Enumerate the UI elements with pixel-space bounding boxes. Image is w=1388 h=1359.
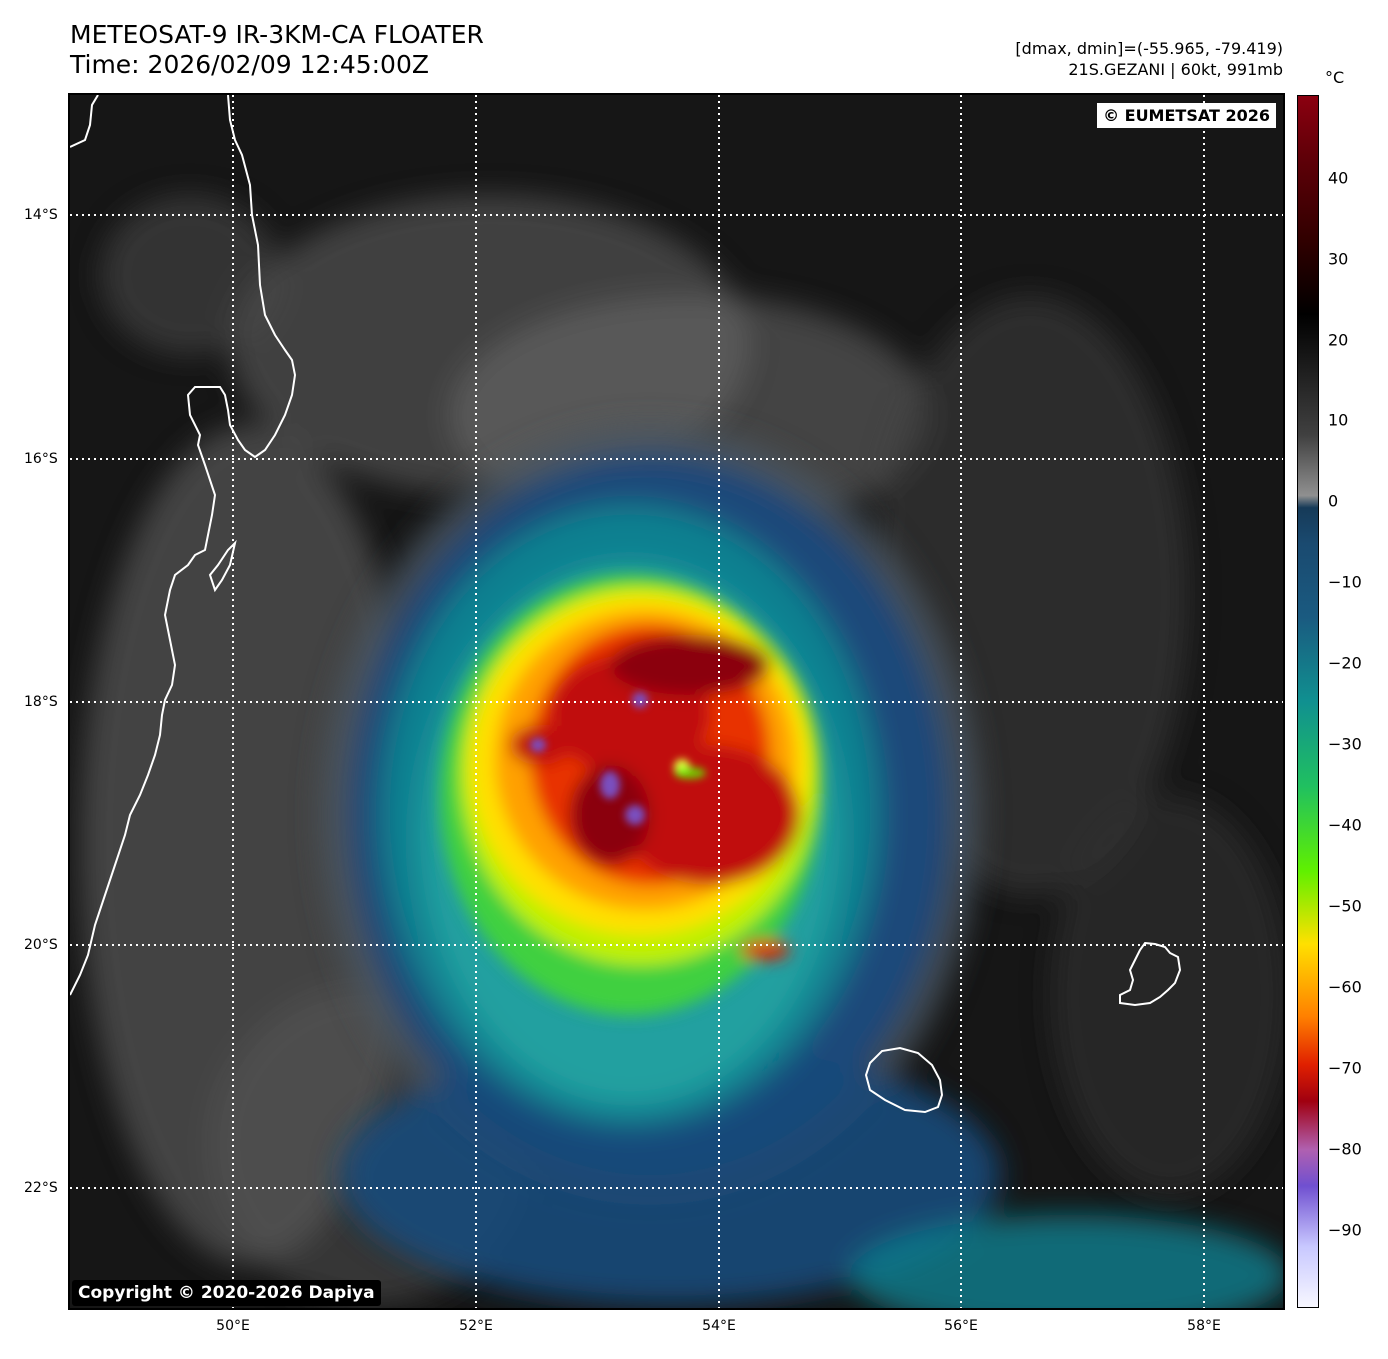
colorbar-tick-20: 20 <box>1328 330 1349 350</box>
colorbar-tick-minus90: −90 <box>1328 1220 1362 1240</box>
lat-label-16s: 16°S <box>24 451 58 467</box>
storm-coldest-tops <box>530 692 706 825</box>
graticule <box>70 95 1283 1308</box>
data-range-text: [dmax, dmin]=(-55.965, -79.419) <box>1015 39 1283 58</box>
colorbar-tick-minus40: −40 <box>1328 815 1362 835</box>
colorbar-tick-0: 0 <box>1328 491 1339 511</box>
ir-imagery <box>70 95 1283 1308</box>
colorbar-tick-10: 10 <box>1328 410 1349 430</box>
madagascar-coast <box>70 95 297 996</box>
reunion-coast <box>864 1046 944 1114</box>
colorbar-tick-minus60: −60 <box>1328 977 1362 997</box>
title-product: METEOSAT-9 IR-3KM-CA FLOATER <box>70 20 484 49</box>
lon-label-56e: 56°E <box>944 1318 978 1334</box>
colorbar-tick-minus80: −80 <box>1328 1139 1362 1159</box>
figure-meta: [dmax, dmin]=(-55.965, -79.419) 21S.GEZA… <box>1015 38 1283 80</box>
colorbar-tick-minus50: −50 <box>1328 896 1362 916</box>
lat-label-14s: 14°S <box>24 207 58 223</box>
dapiya-copyright: Copyright © 2020-2026 Dapiya <box>72 1280 381 1306</box>
lat-label-18s: 18°S <box>24 694 58 710</box>
colorbar-tick-minus20: −20 <box>1328 653 1362 673</box>
eumetsat-credit: © EUMETSAT 2026 <box>1097 103 1276 128</box>
sainte-marie-coast <box>208 539 237 593</box>
colorbar-unit: °C <box>1325 68 1345 87</box>
lat-label-20s: 20°S <box>24 937 58 953</box>
satellite-map: © EUMETSAT 2026 Copyright © 2020-2026 Da… <box>68 93 1285 1310</box>
lon-label-54e: 54°E <box>702 1318 736 1334</box>
colorbar-tick-minus10: −10 <box>1328 572 1362 592</box>
mauritius-coast <box>1119 941 1182 1007</box>
lon-label-58e: 58°E <box>1187 1318 1221 1334</box>
lon-label-52e: 52°E <box>459 1318 493 1334</box>
lat-label-22s: 22°S <box>24 1180 58 1196</box>
colorbar <box>1297 95 1319 1308</box>
coastlines <box>70 95 1182 1114</box>
colorbar-tick-30: 30 <box>1328 249 1349 269</box>
lon-label-50e: 50°E <box>216 1318 250 1334</box>
storm-inner-bands <box>440 575 820 1015</box>
storm-info-text: 21S.GEZANI | 60kt, 991mb <box>1068 60 1283 79</box>
colorbar-tick-minus30: −30 <box>1328 734 1362 754</box>
title-time: Time: 2026/02/09 12:45:00Z <box>70 50 429 79</box>
colorbar-tick-40: 40 <box>1328 168 1349 188</box>
figure-title: METEOSAT-9 IR-3KM-CA FLOATER Time: 2026/… <box>70 20 484 80</box>
colorbar-tick-minus70: −70 <box>1328 1058 1362 1078</box>
